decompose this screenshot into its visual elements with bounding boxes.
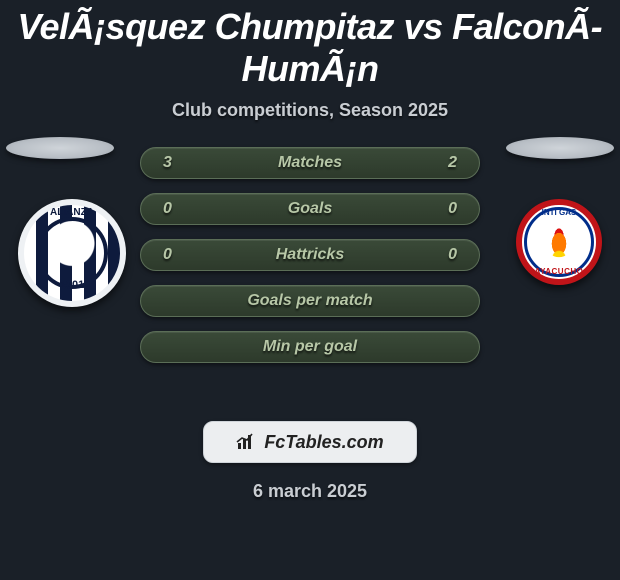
team-right-badge-top: INTI GAS [522, 208, 596, 217]
page-title: VelÃ¡squez Chumpitaz vs FalconÃ­ HumÃ¡n [0, 6, 620, 90]
stat-label: Goals per match [141, 292, 479, 310]
player-left-silhouette [6, 137, 114, 159]
stat-row-matches: 3 Matches 2 [140, 147, 480, 179]
team-left-badge: ALIANZA 1901 [18, 199, 126, 307]
stat-label: Hattricks [141, 246, 479, 264]
stat-row-hattricks: 0 Hattricks 0 [140, 239, 480, 271]
stat-label: Min per goal [141, 338, 479, 356]
bar-chart-icon [236, 433, 258, 451]
player-right-silhouette [506, 137, 614, 159]
team-right-badge: INTI GAS AYACUCHO [516, 199, 602, 285]
stat-row-goals: 0 Goals 0 [140, 193, 480, 225]
page-subtitle: Club competitions, Season 2025 [0, 100, 620, 121]
stat-rows: 3 Matches 2 0 Goals 0 0 Hattricks 0 Goal… [140, 147, 480, 363]
comparison-arena: ALIANZA 1901 INTI GAS AYACUCHO 3 Matches… [0, 143, 620, 403]
brand-text: FcTables.com [264, 432, 383, 453]
team-left-badge-year: 1901 [24, 279, 120, 291]
team-left-badge-top: ALIANZA [24, 207, 120, 218]
stat-label: Matches [141, 154, 479, 172]
date-label: 6 march 2025 [0, 481, 620, 502]
stat-row-min-per-goal: Min per goal [140, 331, 480, 363]
header: VelÃ¡squez Chumpitaz vs FalconÃ­ HumÃ¡n … [0, 0, 620, 121]
stat-label: Goals [141, 200, 479, 218]
brand-card[interactable]: FcTables.com [203, 421, 417, 463]
stat-row-goals-per-match: Goals per match [140, 285, 480, 317]
flame-icon [546, 223, 572, 257]
team-right-badge-bottom: AYACUCHO [522, 267, 596, 276]
